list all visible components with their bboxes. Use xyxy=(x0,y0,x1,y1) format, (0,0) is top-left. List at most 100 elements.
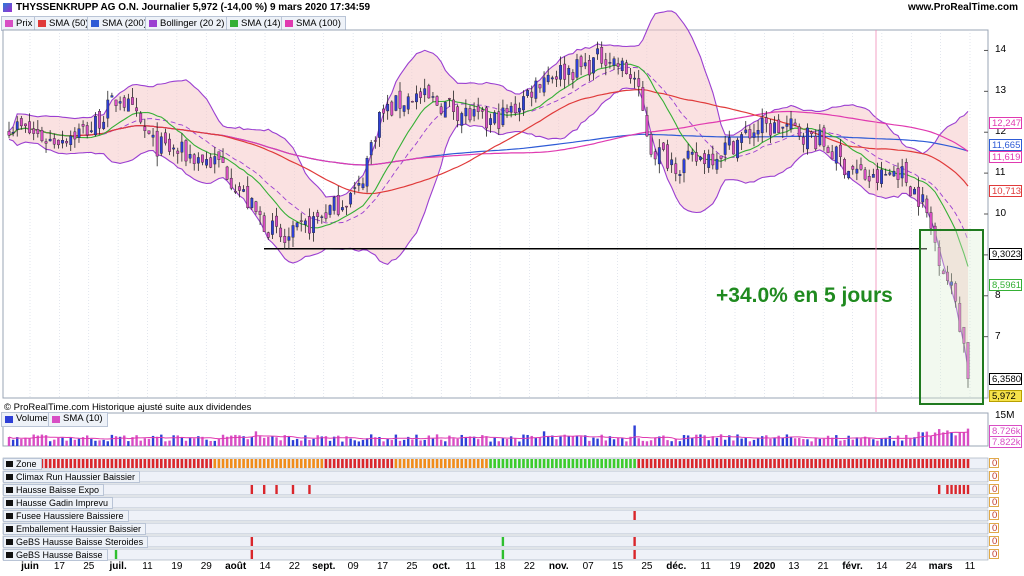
candle-body xyxy=(308,216,311,234)
x-tick-label: 21 xyxy=(817,561,829,572)
candle-body xyxy=(485,107,488,129)
candles xyxy=(7,41,970,388)
candle-body xyxy=(139,113,143,123)
candle-body xyxy=(863,169,867,180)
chart-title-bar: THYSSENKRUPP AG O.N. Journalier 5,972 (-… xyxy=(0,0,1024,16)
indicator-label: GeBS Hausse Baisse xyxy=(3,549,108,561)
volume-bar xyxy=(917,431,920,446)
volume-bar xyxy=(691,437,694,446)
volume-bar xyxy=(341,441,344,446)
candle-body xyxy=(271,220,274,235)
candle-body xyxy=(900,166,904,179)
candle-body xyxy=(517,107,521,112)
volume-bar xyxy=(810,441,813,446)
volume-bar xyxy=(394,434,398,446)
zone-bar xyxy=(937,459,941,468)
volume-bar xyxy=(73,439,77,446)
volume-legend-item[interactable]: Volume xyxy=(1,412,53,427)
zone-bar xyxy=(645,459,649,468)
zone-bar xyxy=(781,459,785,468)
candle-body xyxy=(917,186,921,207)
volume-bar xyxy=(752,439,756,446)
candle-body xyxy=(48,138,52,142)
volume-bar xyxy=(271,436,274,446)
volume-bar xyxy=(110,434,114,446)
zone-bar xyxy=(596,459,599,468)
volume-bar xyxy=(653,437,657,446)
legend-label: SMA (200) xyxy=(102,18,147,29)
zone-bar xyxy=(859,459,863,468)
zone-bar xyxy=(719,459,723,468)
volume-bar xyxy=(946,430,949,446)
volume-bar xyxy=(246,439,249,446)
zone-bar xyxy=(497,459,501,468)
candle-body xyxy=(353,187,357,189)
volume-bar xyxy=(658,436,661,446)
zone-bar xyxy=(172,459,175,468)
candle-body xyxy=(546,74,550,83)
zone-bar xyxy=(843,459,846,468)
volume-bar xyxy=(279,440,282,446)
y-tick-label: 10 xyxy=(995,208,1007,219)
volume-legend-item[interactable]: SMA (10) xyxy=(48,412,108,427)
zone-bar xyxy=(168,459,171,468)
indicator-swatch xyxy=(6,526,13,532)
zone-bar xyxy=(839,459,842,468)
zone-bar xyxy=(127,459,130,468)
zone-bar xyxy=(563,459,566,468)
candle-body xyxy=(61,140,64,144)
signal-bar xyxy=(114,550,118,559)
zone-bar xyxy=(419,459,422,468)
volume-bar xyxy=(172,435,175,446)
candle-body xyxy=(921,194,925,203)
site-url[interactable]: www.ProRealTime.com xyxy=(907,2,1018,13)
volume-bar xyxy=(925,431,929,446)
zone-bar xyxy=(489,459,492,468)
volume-bar xyxy=(822,438,826,446)
zone-bar xyxy=(155,459,159,468)
x-tick-label: déc. xyxy=(666,561,687,572)
candle-body xyxy=(847,170,851,179)
candle-body xyxy=(892,170,896,177)
volume-bar xyxy=(452,438,455,446)
candle-body xyxy=(291,225,295,238)
legend-swatch xyxy=(5,20,13,27)
zone-bar xyxy=(546,459,550,468)
volume-bar xyxy=(847,435,850,446)
zone-bar xyxy=(271,459,274,468)
candle-body xyxy=(114,99,118,106)
signal-bar xyxy=(250,537,254,546)
volume-bar xyxy=(402,439,406,446)
zone-bar xyxy=(888,459,892,468)
volume-bar xyxy=(695,434,698,446)
candle-body xyxy=(135,107,138,112)
candle-body xyxy=(674,163,678,174)
candle-body xyxy=(760,118,764,134)
candle-body xyxy=(715,158,719,170)
zone-bar xyxy=(390,459,394,468)
zone-bar xyxy=(966,459,970,468)
zone-bar xyxy=(448,459,451,468)
x-tick-label: 19 xyxy=(171,561,183,572)
candle-body xyxy=(727,137,731,146)
volume-bar xyxy=(522,434,525,446)
zone-bar xyxy=(896,459,900,468)
zone-bar xyxy=(876,459,879,468)
volume-bar xyxy=(40,434,44,446)
zone-bar xyxy=(534,459,538,468)
candle-body xyxy=(147,130,151,134)
indicator-label: Hausse Baisse Expo xyxy=(3,484,105,496)
indicator-panel xyxy=(2,535,989,548)
volume-bar xyxy=(641,440,645,446)
zone-bar xyxy=(135,459,138,468)
zone-bar xyxy=(695,459,698,468)
candle-body xyxy=(275,215,278,227)
volume-bar xyxy=(616,437,620,446)
zone-bar xyxy=(690,459,694,468)
zone-bar xyxy=(723,459,727,468)
zone-bar xyxy=(674,459,678,468)
zone-bar xyxy=(625,459,628,468)
candle-body xyxy=(295,222,299,228)
candle-body xyxy=(44,141,48,144)
